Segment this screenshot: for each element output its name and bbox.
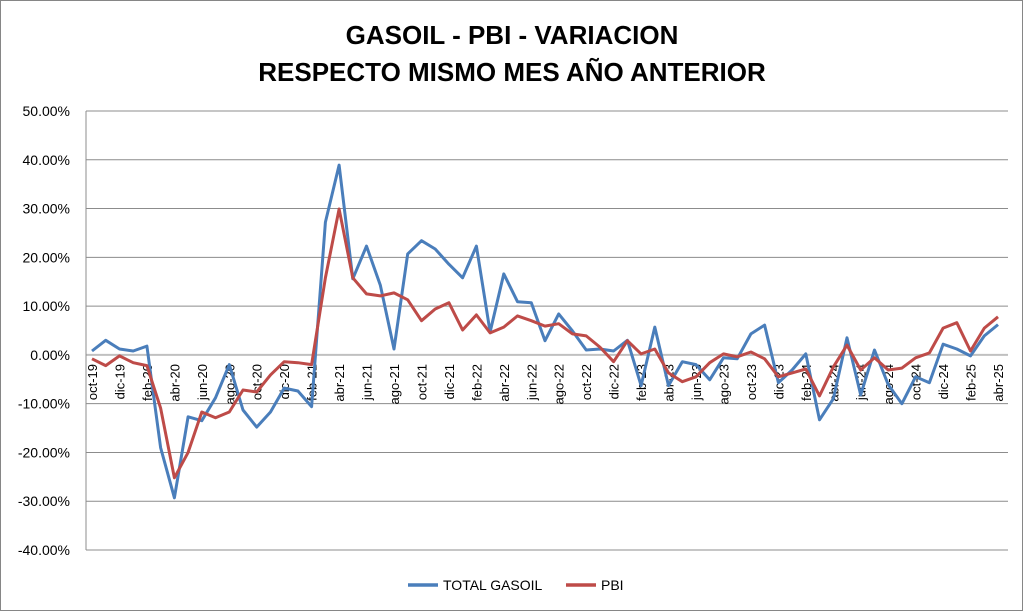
x-tick-label: jun-20 [195,364,210,401]
legend-label-gasoil: TOTAL GASOIL [443,577,543,593]
x-tick-label: abr-21 [332,364,347,402]
x-tick-label: ago-23 [716,364,731,404]
y-tick-label: 20.00% [23,249,70,265]
x-tick-label: oct-20 [250,364,265,400]
x-tick-label: oct-24 [909,364,924,400]
legend-label-pbi: PBI [601,577,624,593]
x-tick-label: feb-25 [964,364,979,401]
x-tick-label: abr-25 [991,364,1006,402]
legend: TOTAL GASOIL PBI [408,577,624,593]
x-tick-label: dic-21 [442,364,457,399]
x-tick-label: oct-23 [744,364,759,400]
y-tick-label: -20.00% [18,444,70,460]
x-tick-label: oct-21 [414,364,429,400]
y-tick-label: 10.00% [23,298,70,314]
chart-title-line-2: RESPECTO MISMO MES AÑO ANTERIOR [258,57,766,87]
x-tick-label: ago-21 [387,364,402,404]
chart-title-line-1: GASOIL - PBI - VARIACION [346,20,679,50]
y-tick-label: -10.00% [18,396,70,412]
x-tick-label: jun-21 [360,364,375,401]
y-tick-label: -40.00% [18,542,70,558]
x-tick-label: jun-24 [854,364,869,401]
y-tick-label: -30.00% [18,493,70,509]
x-tick-label: abr-20 [167,364,182,402]
x-tick-label: feb-22 [469,364,484,401]
y-tick-label: 50.00% [23,103,70,119]
x-tick-label: oct-22 [579,364,594,400]
y-tick-label: 0.00% [30,347,70,363]
x-tick-label: dic-20 [277,364,292,399]
x-tick-label: abr-22 [497,364,512,402]
x-tick-label: jun-22 [524,364,539,401]
x-tick-label: dic-22 [607,364,622,399]
y-tick-label: 30.00% [23,201,70,217]
x-tick-label: ago-22 [552,364,567,404]
x-tick-label: dic-19 [112,364,127,399]
y-tick-label: 40.00% [23,152,70,168]
x-tick-label: oct-19 [85,364,100,400]
x-tick-label: dic-24 [936,364,951,399]
